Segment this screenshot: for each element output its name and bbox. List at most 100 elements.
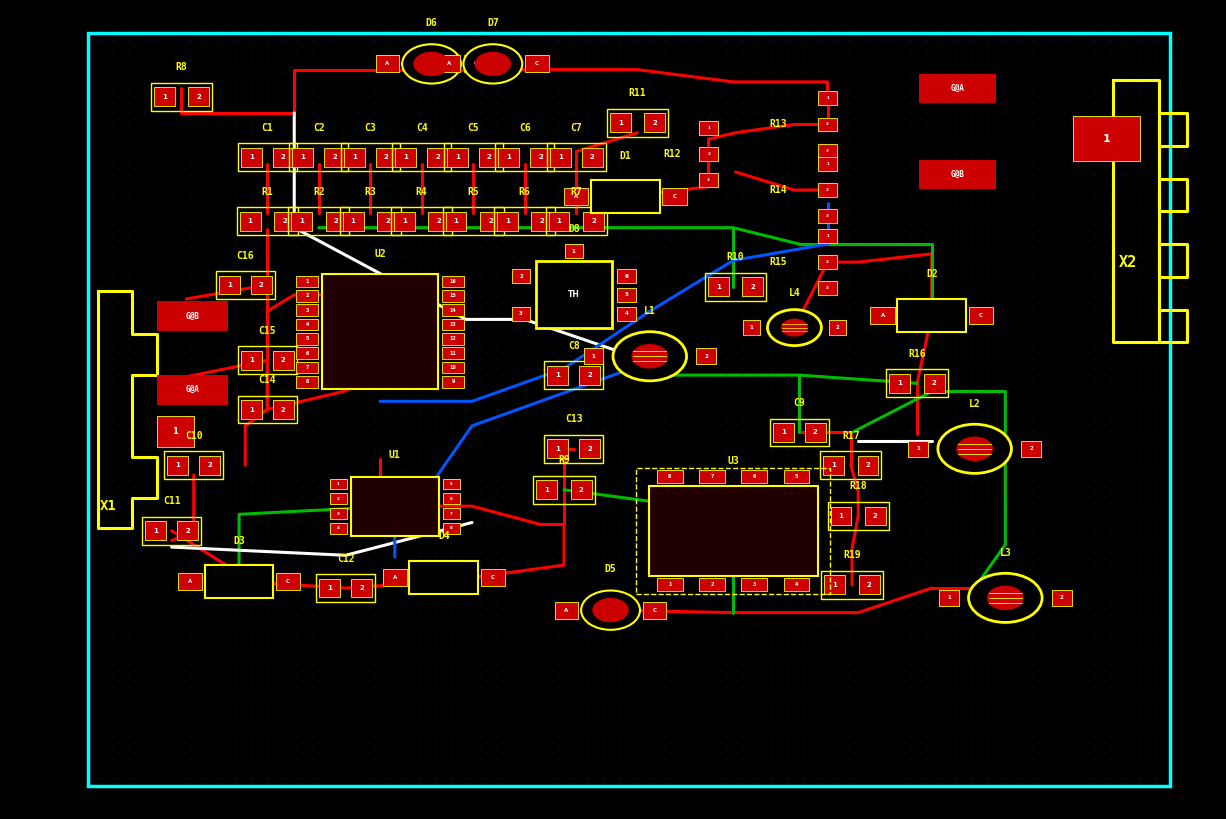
Text: C2: C2 <box>313 123 325 133</box>
Text: 7: 7 <box>710 474 714 479</box>
Bar <box>824 575 845 595</box>
Text: 2: 2 <box>590 154 595 161</box>
Bar <box>857 455 878 474</box>
Circle shape <box>969 573 1042 622</box>
Bar <box>291 211 311 231</box>
Text: 2: 2 <box>707 152 710 156</box>
Text: 1: 1 <box>916 446 921 451</box>
Bar <box>272 351 293 369</box>
Bar <box>870 307 895 324</box>
Text: 2: 2 <box>359 585 364 591</box>
Circle shape <box>463 44 522 84</box>
Text: U2: U2 <box>374 249 386 259</box>
Bar <box>238 143 297 171</box>
Bar <box>394 211 414 231</box>
Text: 2: 2 <box>1059 595 1064 600</box>
Text: 2: 2 <box>305 293 309 298</box>
Bar <box>316 574 375 602</box>
Bar <box>295 319 319 330</box>
Text: 11: 11 <box>450 351 456 355</box>
Bar <box>886 369 948 397</box>
Bar <box>819 282 836 296</box>
Text: 2: 2 <box>826 188 829 192</box>
Bar <box>441 347 463 359</box>
Bar <box>897 299 966 332</box>
Bar <box>828 502 889 530</box>
Text: C: C <box>672 194 677 199</box>
Circle shape <box>413 52 450 76</box>
Bar <box>547 439 568 459</box>
Bar <box>526 55 549 73</box>
Text: C1: C1 <box>261 123 273 133</box>
Circle shape <box>474 52 511 76</box>
Text: C12: C12 <box>337 554 354 563</box>
Text: 1: 1 <box>749 325 754 330</box>
Text: 3: 3 <box>707 179 710 182</box>
Text: R16: R16 <box>908 349 926 359</box>
Text: D5: D5 <box>604 564 617 574</box>
Bar <box>427 147 449 166</box>
Text: 2: 2 <box>488 218 493 224</box>
Text: 2: 2 <box>332 154 337 161</box>
Bar <box>295 362 319 373</box>
Text: D2: D2 <box>926 269 938 279</box>
Text: D3: D3 <box>233 536 245 545</box>
Bar <box>699 173 717 187</box>
Bar <box>240 351 261 369</box>
Bar <box>819 144 836 157</box>
Bar <box>441 276 463 287</box>
Text: 2: 2 <box>185 527 190 534</box>
Bar <box>584 348 603 364</box>
Circle shape <box>956 437 993 461</box>
Text: R17: R17 <box>842 431 859 441</box>
Text: 6: 6 <box>624 274 629 278</box>
Text: C8: C8 <box>568 341 580 351</box>
Text: 1: 1 <box>351 218 356 224</box>
Bar <box>546 207 607 235</box>
Bar <box>342 211 363 231</box>
Text: R3: R3 <box>364 187 376 197</box>
Bar <box>617 287 635 301</box>
Text: 2: 2 <box>704 354 709 359</box>
Bar <box>642 601 667 619</box>
Bar <box>479 211 500 231</box>
Bar <box>783 470 809 483</box>
Bar <box>657 470 683 483</box>
Text: 6: 6 <box>753 474 756 479</box>
Text: 7: 7 <box>450 512 452 515</box>
Bar <box>240 147 261 166</box>
Bar <box>395 147 416 166</box>
Text: 1: 1 <box>555 372 560 378</box>
Text: 13: 13 <box>450 322 456 327</box>
Bar <box>533 476 595 504</box>
Text: 1: 1 <box>558 154 563 161</box>
Text: 1: 1 <box>455 154 460 161</box>
Text: L3: L3 <box>999 548 1011 558</box>
Bar <box>272 147 293 166</box>
Text: 2: 2 <box>579 486 584 493</box>
Bar <box>443 508 460 519</box>
Text: C3: C3 <box>364 123 376 133</box>
Bar <box>579 439 601 459</box>
Text: C5: C5 <box>467 123 479 133</box>
Text: C9: C9 <box>793 398 805 408</box>
Text: 16: 16 <box>450 279 456 284</box>
Text: R11: R11 <box>629 88 646 98</box>
Bar <box>547 365 568 384</box>
Bar <box>178 573 202 590</box>
Bar <box>819 117 836 131</box>
Text: 15: 15 <box>450 293 456 298</box>
Text: 5: 5 <box>305 337 309 342</box>
Bar <box>743 277 763 296</box>
Text: 1: 1 <box>162 93 167 100</box>
Text: 1: 1 <box>618 120 623 126</box>
Text: 4: 4 <box>794 582 798 587</box>
Text: 5: 5 <box>794 474 798 479</box>
Bar <box>343 147 364 166</box>
Bar <box>378 211 397 231</box>
Text: L4: L4 <box>788 288 801 298</box>
Bar <box>392 143 451 171</box>
Text: 1: 1 <box>839 513 843 519</box>
Bar <box>441 305 463 316</box>
Bar <box>189 87 208 106</box>
